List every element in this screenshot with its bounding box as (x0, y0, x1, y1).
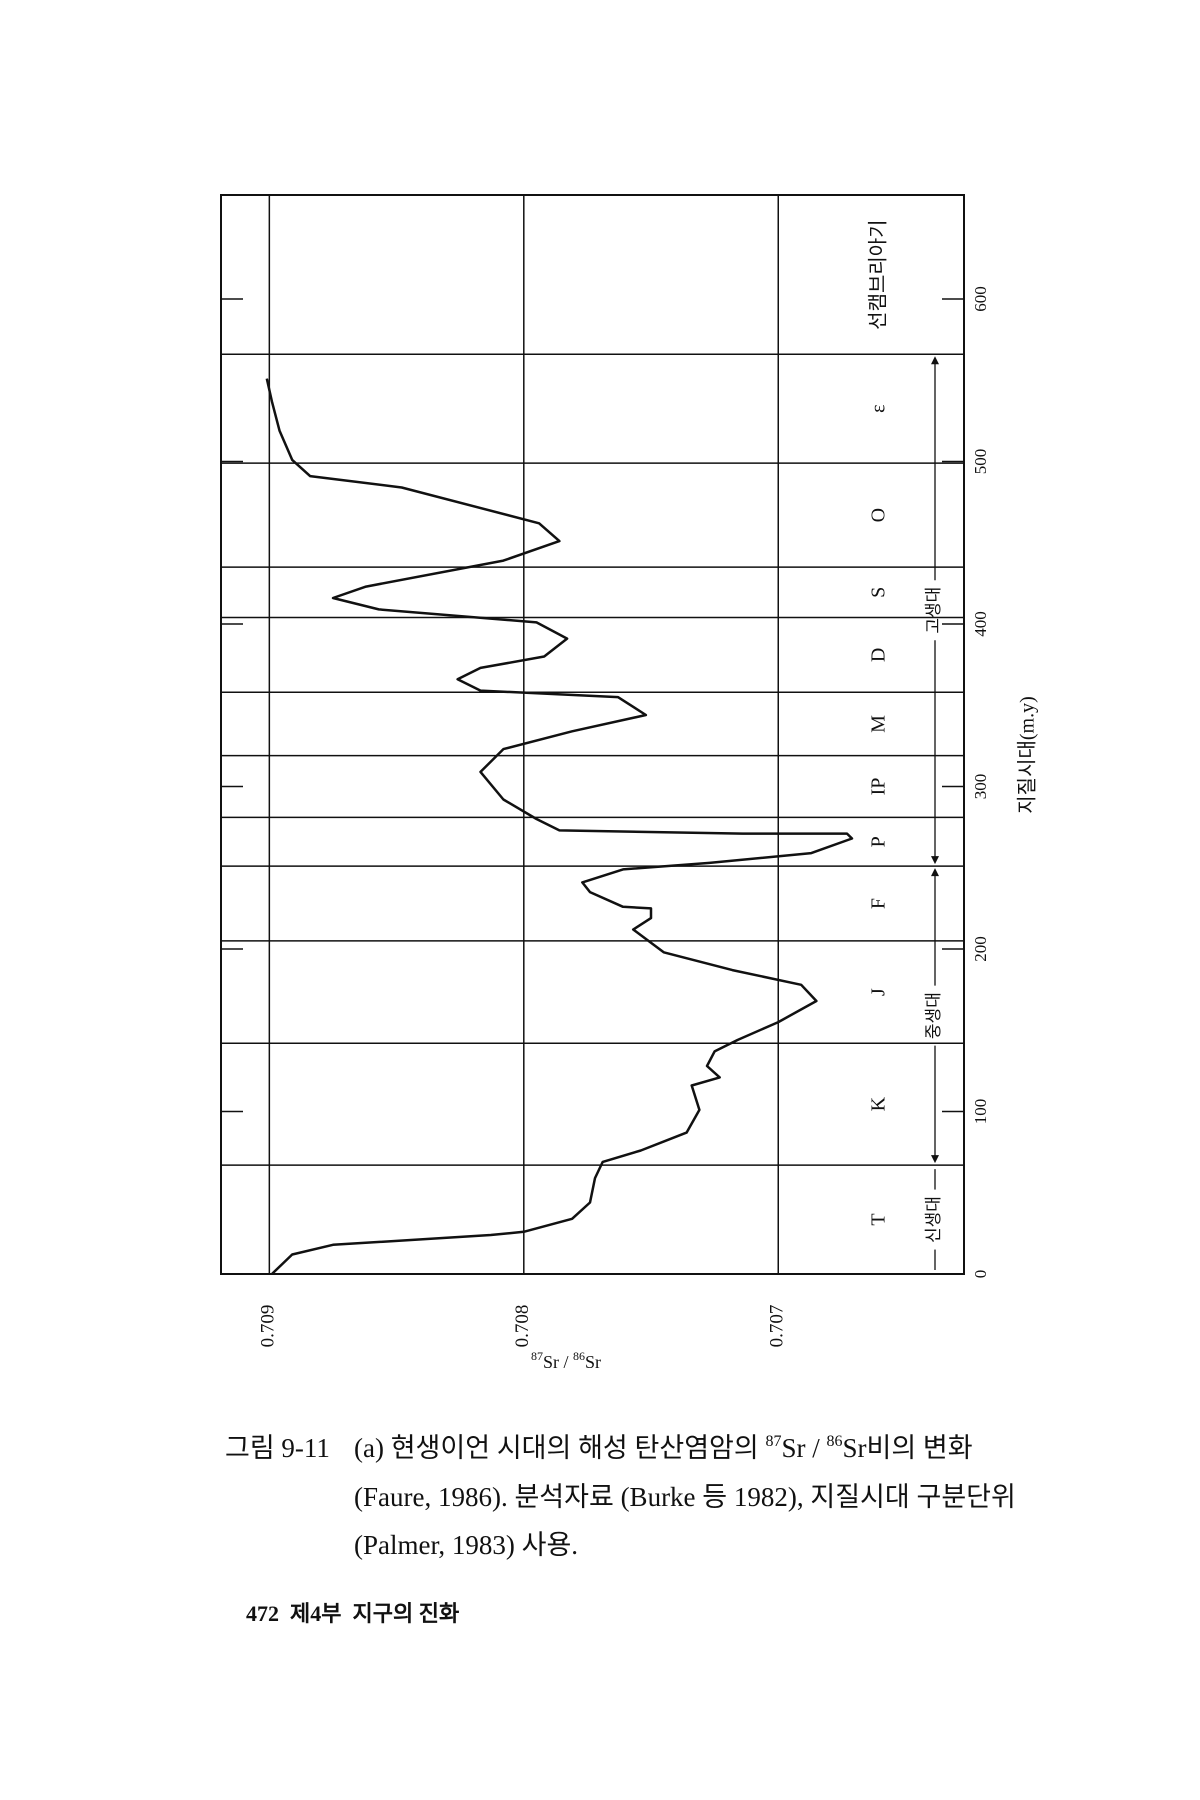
arrow-head (931, 356, 939, 365)
caption-line: (Faure, 1986). 분석자료 (Burke 등 1982), 지질시대… (354, 1482, 1016, 1512)
label-part: Sr / (543, 1352, 573, 1372)
x-tick-label: 600 (971, 286, 990, 312)
sup: 86 (573, 1349, 585, 1363)
x-tick-label: 200 (971, 936, 990, 962)
caption-part: (a) 현생이언 시대의 해성 탄산염암의 (354, 1433, 765, 1463)
period-label: D (868, 648, 890, 662)
x-tick-label: 400 (971, 611, 990, 637)
arrow-head (931, 1155, 939, 1164)
period-label: J (868, 988, 890, 996)
caption-label: 그림 9-11 (225, 1433, 330, 1463)
x-tick-label: 100 (971, 1099, 990, 1125)
y-tick-label: 0.708 (512, 1305, 533, 1348)
x-axis-label: 지질시대(m.y) (1016, 696, 1039, 813)
sup: 86 (827, 1433, 843, 1450)
period-label: M (868, 715, 890, 733)
era-label: 고생대 (924, 587, 943, 634)
period-label: P (868, 836, 890, 847)
plot-frame (220, 194, 965, 1275)
arrow-head (931, 868, 939, 877)
x-tick-label: 500 (971, 449, 990, 475)
label-part: Sr (585, 1352, 601, 1372)
x-tick-label: 0 (971, 1270, 990, 1279)
era-label: 신생대 (924, 1196, 943, 1243)
sup: 87 (765, 1433, 781, 1450)
period-label: IP (868, 778, 890, 796)
era-label: 중생대 (924, 992, 943, 1039)
sup: 87 (531, 1349, 543, 1363)
y-axis-label: 87Sr / 86Sr (531, 1349, 601, 1372)
period-label: T (868, 1213, 890, 1225)
period-label: O (868, 508, 890, 522)
caption-part: Sr / (781, 1433, 826, 1463)
caption-part: Sr비의 변화 (843, 1433, 973, 1463)
y-tick-label: 0.709 (258, 1305, 279, 1348)
data-line (265, 378, 854, 1275)
period-label: ε (868, 404, 890, 412)
y-tick-label: 0.707 (767, 1305, 788, 1348)
caption-line: (Palmer, 1983) 사용. (354, 1530, 578, 1560)
period-label: 선캠브리아기 (867, 219, 890, 329)
page-footer: 472 제4부 지구의 진화 (246, 1601, 459, 1626)
period-label: F (868, 898, 890, 909)
period-label: K (868, 1096, 890, 1111)
x-tick-label: 300 (971, 774, 990, 800)
caption-line: (a) 현생이언 시대의 해성 탄산염암의 87Sr / 86Sr비의 변화 (354, 1433, 973, 1463)
period-label: S (868, 587, 890, 598)
arrow-head (931, 856, 939, 865)
